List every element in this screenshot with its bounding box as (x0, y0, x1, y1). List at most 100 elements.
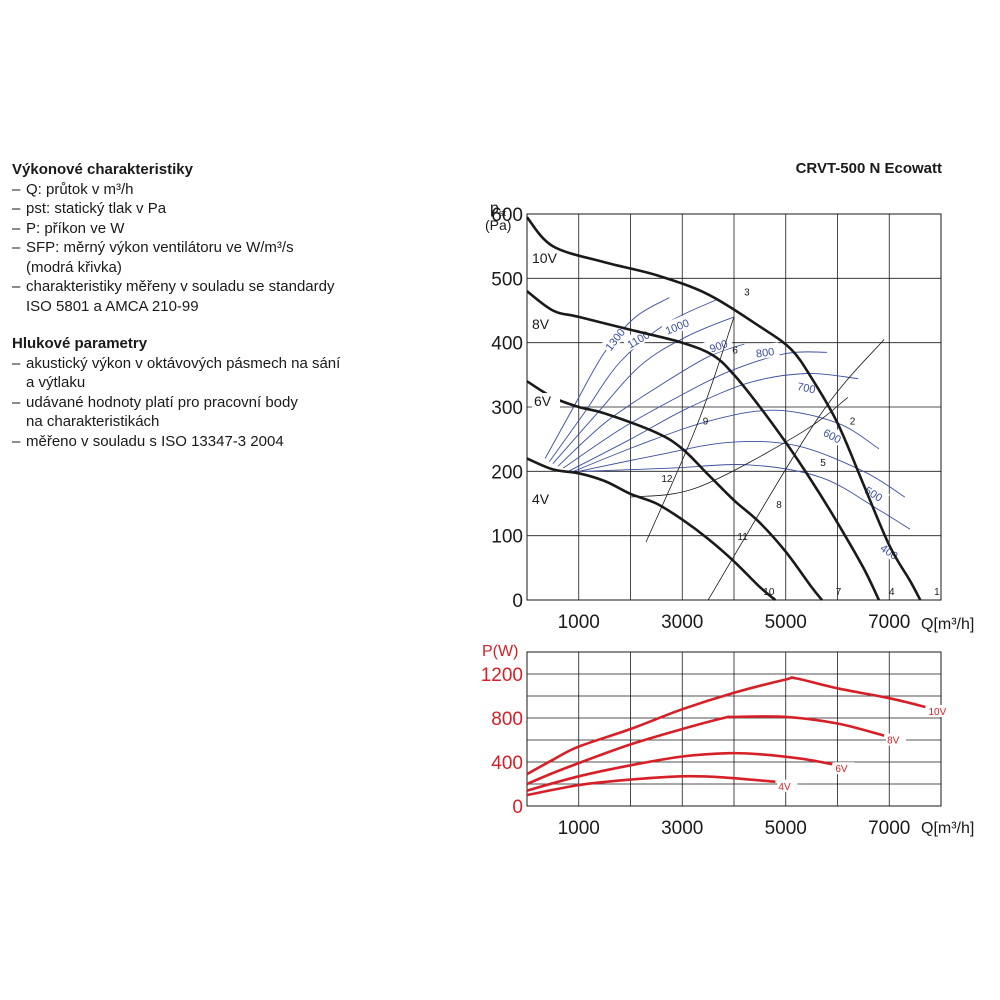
power-chart: 0 400 800 1200 1000 3000 5000 7000 P(W) Q[m³/h] 10… (481, 643, 975, 839)
x-axis-label: Q[m³/h] (921, 616, 974, 633)
series-label-bg (530, 491, 558, 507)
x-tick-label: 5000 (765, 818, 807, 839)
sfp-label-bg (622, 325, 654, 352)
sfp-label-bg (661, 313, 693, 338)
list-item: měřeno v souladu s ISO 13347-3 2004 (12, 432, 392, 452)
chart-title: CRVT-500 N Ecowatt (795, 160, 942, 177)
sfp-label-bg (750, 342, 780, 361)
series-label-bg (532, 393, 560, 409)
operating-point-label: 11 (737, 532, 748, 543)
x-tick-label: 5000 (765, 612, 807, 633)
series-label: 8V (532, 316, 550, 332)
operating-point-label: 5 (820, 458, 826, 469)
series-label-bg (927, 705, 948, 717)
operating-point-label: 3 (744, 288, 750, 299)
y-tick-label: 600 (491, 205, 523, 226)
series-label: 6V (534, 393, 552, 409)
sfp-label: 800 (755, 346, 775, 360)
sfp-curve (562, 351, 828, 469)
operating-line (630, 397, 849, 498)
series-label-bg (834, 762, 855, 775)
operating-point-label: 2 (850, 416, 856, 427)
list-item: P: příkon ve W (12, 219, 392, 239)
sfp-curve (544, 297, 670, 459)
sfp-label: 900 (708, 338, 729, 356)
series-label-bg (530, 316, 558, 332)
power-series-label: 4V (778, 782, 791, 793)
sfp-label-bg (600, 323, 629, 355)
y-tick-label: 0 (512, 591, 523, 612)
list-item: SFP: měrný výkon ventilátoru ve W/m³/s(m… (12, 238, 392, 277)
series-label-bg (777, 779, 798, 792)
power-series-label: 8V (887, 736, 900, 747)
performance-list: Q: průtok v m³/h pst: statický tlak v Pa… (12, 180, 392, 317)
operating-point-label: 4 (889, 587, 895, 598)
noise-list: akustický výkon v oktávových pásmech na … (12, 354, 392, 452)
y-tick-label: 0 (512, 797, 523, 818)
y-axis-unit: (Pa) (485, 217, 511, 233)
power-curve-8V (526, 715, 885, 786)
operating-line (645, 316, 735, 543)
sfp-curve (548, 298, 719, 462)
operating-point-label: 8 (776, 500, 782, 511)
series-label-bg (886, 733, 907, 746)
sfp-label-bg (817, 422, 849, 448)
list-item: Q: průtok v m³/h (12, 180, 392, 200)
operating-point-label: 12 (661, 474, 673, 485)
sfp-label: 1000 (664, 317, 691, 337)
x-tick-label: 3000 (661, 612, 703, 633)
operating-point-label: 7 (836, 587, 842, 598)
x-axis-label: Q[m³/h] (921, 820, 974, 837)
y-tick-label: 1200 (481, 665, 523, 686)
section-heading-noise: Hlukové parametry (12, 335, 148, 352)
y-axis-label: p (490, 200, 499, 217)
sfp-curve (578, 441, 906, 498)
sfp-label-bg (874, 537, 906, 565)
list-item: udávané hodnoty platí pro pracovní bodyn… (12, 393, 392, 432)
fan-curve-10V (525, 216, 922, 601)
operating-point-label: 9 (703, 416, 709, 427)
list-item: pst: statický tlak v Pa (12, 199, 392, 219)
series-label-bg (530, 250, 558, 266)
list-item: akustický výkon v oktávových pásmech na … (12, 354, 392, 393)
x-tick-label: 1000 (558, 612, 600, 633)
x-tick-label: 1000 (558, 818, 600, 839)
y-tick-label: 400 (491, 753, 523, 774)
operating-line (707, 339, 885, 601)
plot-frame (526, 651, 942, 807)
y-axis-label: P(W) (482, 643, 518, 660)
sfp-label: 700 (796, 381, 816, 397)
power-series-label: 10V (928, 707, 946, 718)
list-item: charakteristiky měřeny v souladu se stan… (12, 277, 392, 316)
series-label: 10V (532, 250, 558, 266)
sfp-label-bg (858, 479, 890, 507)
fan-curve-6V (526, 380, 824, 601)
operating-point-label: 10 (763, 587, 775, 598)
sfp-curve (557, 343, 745, 467)
y-axis-label-subscript: st (499, 208, 507, 218)
operating-point-label: 1 (934, 587, 940, 598)
y-tick-label: 100 (491, 527, 523, 548)
power-curve-6V (526, 751, 833, 792)
sfp-curve (583, 464, 911, 530)
y-tick-label: 200 (491, 462, 523, 483)
y-tick-label: 400 (491, 334, 523, 355)
power-series-label: 6V (835, 764, 848, 775)
y-tick-label: 500 (491, 269, 523, 290)
y-tick-label: 800 (491, 709, 523, 730)
pressure-chart: 0 100 200 300 400 500 600 1000 3000 5000 7000 p st(P… (485, 200, 974, 633)
series-label: 4V (532, 491, 550, 507)
y-tick-label: 300 (491, 398, 523, 419)
sfp-curve (552, 316, 735, 464)
power-curve-10V (526, 676, 926, 776)
sfp-label-bg (702, 333, 734, 357)
x-tick-label: 7000 (868, 612, 910, 633)
sfp-curve (573, 409, 880, 472)
x-tick-label: 3000 (661, 818, 703, 839)
plot-frame (526, 213, 942, 601)
operating-point-label: 6 (732, 346, 738, 357)
x-tick-label: 7000 (868, 818, 910, 839)
power-curve-4V (526, 774, 776, 797)
fan-curve-4V (526, 457, 777, 602)
